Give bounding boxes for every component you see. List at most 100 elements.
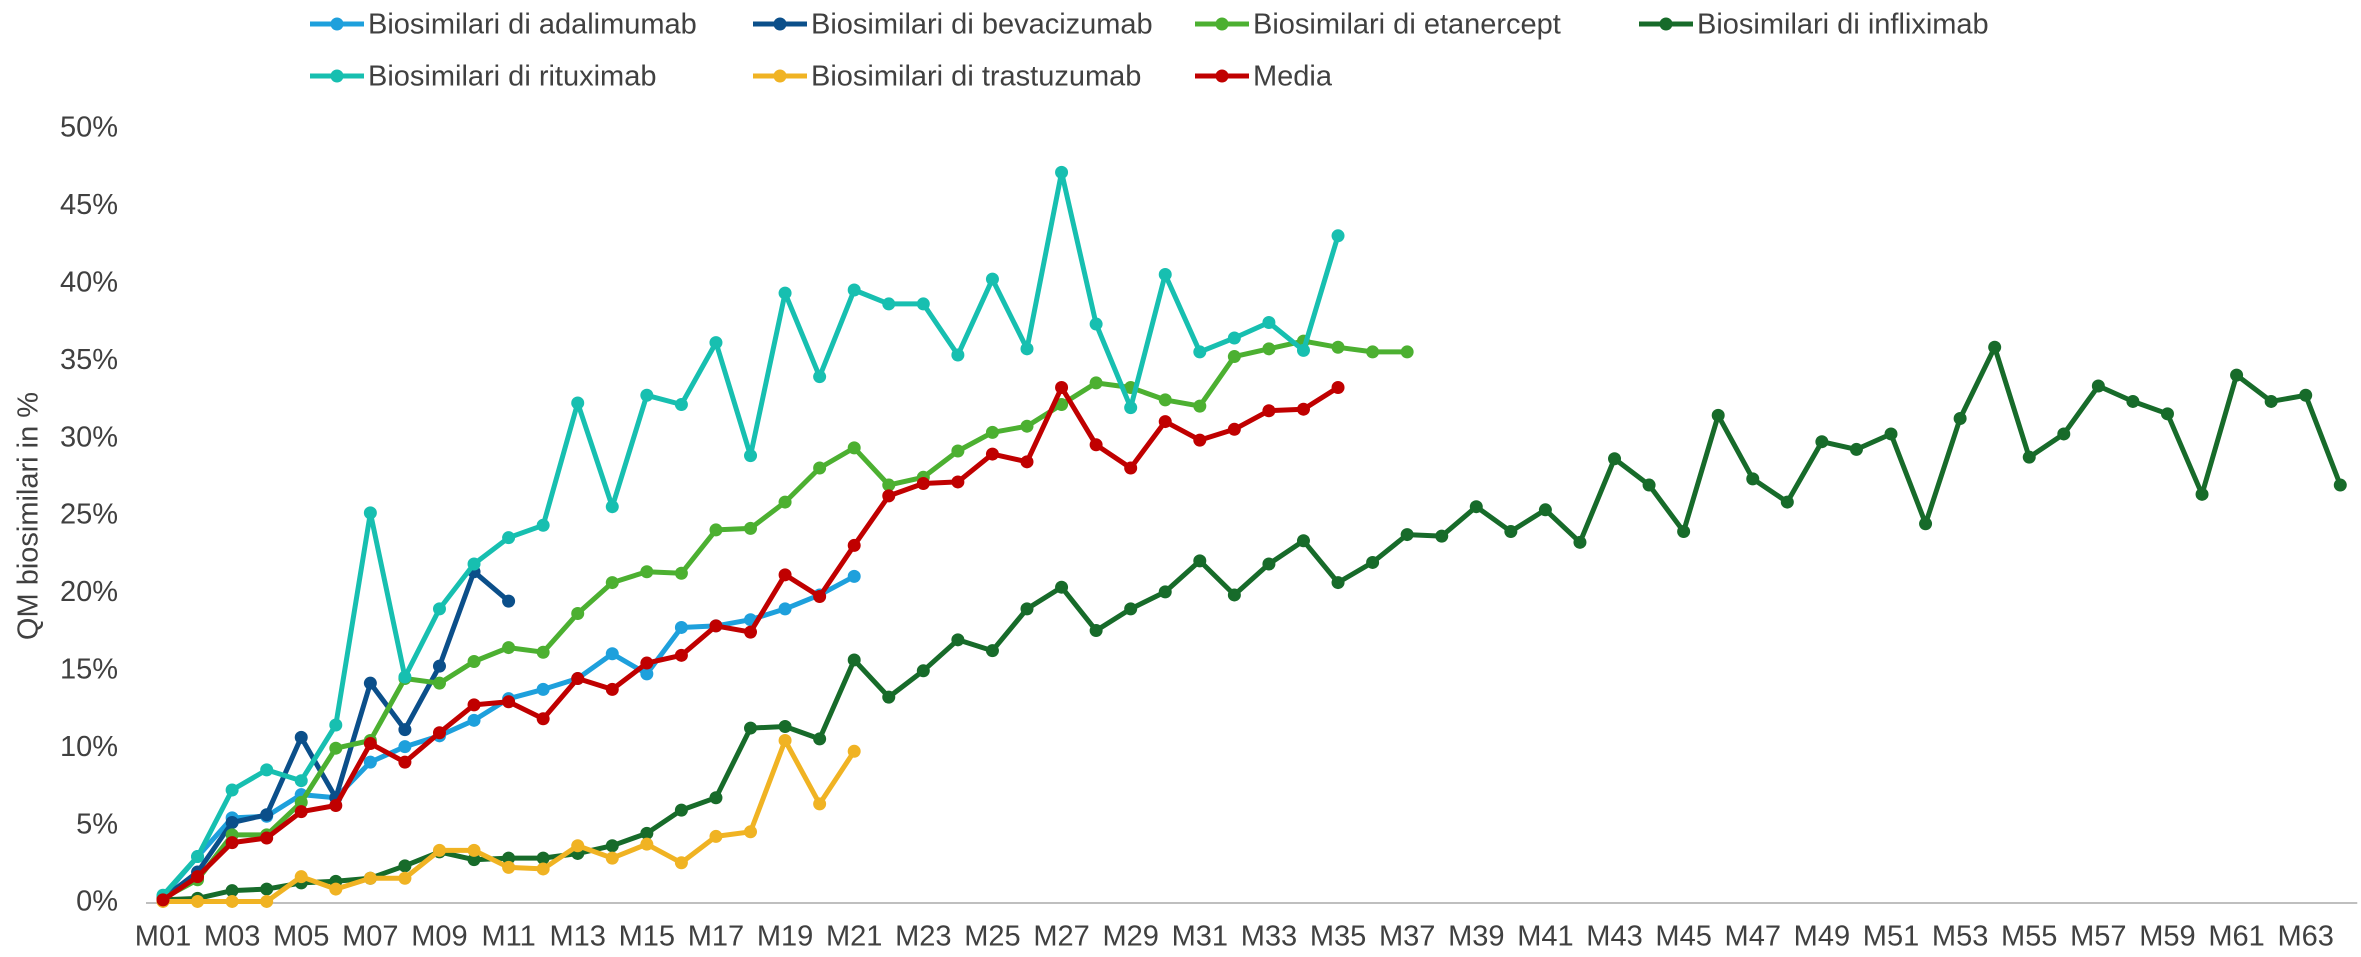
data-point [1020, 342, 1034, 356]
data-point [329, 718, 343, 732]
data-point [225, 836, 239, 850]
data-point [1331, 381, 1345, 395]
x-tick-label: M31 [1172, 921, 1228, 952]
data-point [225, 816, 239, 830]
data-point [640, 388, 654, 402]
data-point [191, 850, 205, 864]
y-tick-label: 10% [60, 731, 118, 763]
data-point [674, 803, 688, 817]
data-point [1158, 268, 1172, 282]
data-point [1331, 340, 1345, 354]
data-point [1089, 317, 1103, 331]
data-point [1435, 529, 1449, 543]
data-point [2126, 394, 2140, 408]
data-point [847, 538, 861, 552]
data-point [1296, 343, 1310, 357]
x-tick-label: M11 [481, 921, 535, 952]
x-tick-label: M55 [2001, 921, 2057, 952]
data-point [882, 297, 896, 311]
data-point [1262, 404, 1276, 418]
y-axis-label: QM biosimilari in % [13, 392, 45, 640]
data-point [1227, 331, 1241, 345]
data-point [1815, 435, 1829, 449]
data-point [260, 808, 274, 822]
data-point [467, 853, 481, 867]
y-tick-label: 25% [60, 499, 118, 531]
x-tick-label: M35 [1310, 921, 1366, 952]
data-point [1193, 399, 1207, 413]
data-point [1711, 408, 1725, 422]
data-point [1780, 495, 1794, 509]
legend-marker [773, 69, 787, 83]
data-point [640, 656, 654, 670]
x-tick-label: M53 [1932, 921, 1988, 952]
x-tick-label: M03 [204, 921, 260, 952]
x-tick-label: M05 [273, 921, 329, 952]
data-point [951, 475, 965, 489]
data-point [536, 862, 550, 876]
y-tick-label: 45% [60, 189, 118, 221]
data-point [225, 894, 239, 908]
legend-marker [330, 17, 344, 31]
data-point [398, 670, 412, 684]
data-point [1227, 422, 1241, 436]
y-tick-label: 5% [76, 808, 118, 840]
data-point [294, 795, 308, 809]
data-point [605, 839, 619, 853]
data-point [916, 297, 930, 311]
data-point [1504, 524, 1518, 538]
data-point [916, 476, 930, 490]
data-point [847, 744, 861, 758]
data-point [363, 871, 377, 885]
data-point [1953, 411, 1967, 425]
data-point [329, 798, 343, 812]
data-point [1089, 376, 1103, 390]
data-point [571, 839, 585, 853]
data-point [847, 569, 861, 583]
data-point [1124, 602, 1138, 616]
data-point [1366, 555, 1380, 569]
x-tick-label: M25 [964, 921, 1020, 952]
data-point [225, 884, 239, 898]
data-point [951, 633, 965, 647]
data-point [294, 805, 308, 819]
data-point [882, 478, 896, 492]
y-tick-label: 40% [60, 266, 118, 298]
data-point [778, 286, 792, 300]
data-point [813, 370, 827, 384]
legend-label: Biosimilari di rituximab [368, 61, 656, 93]
data-point [605, 576, 619, 590]
data-point [1469, 500, 1483, 514]
legend-marker [1215, 17, 1229, 31]
data-point [778, 495, 792, 509]
data-point [605, 851, 619, 865]
data-point [1055, 580, 1069, 594]
data-point [985, 644, 999, 658]
legend-marker [1215, 69, 1229, 83]
data-point [432, 659, 446, 673]
legend-marker [1659, 17, 1673, 31]
data-point [813, 797, 827, 811]
x-tick-label: M59 [2139, 921, 2195, 952]
x-tick-label: M23 [895, 921, 951, 952]
data-point [398, 859, 412, 873]
data-point [156, 893, 170, 907]
data-point [294, 730, 308, 744]
data-point [1331, 229, 1345, 243]
data-point [674, 566, 688, 580]
data-point [674, 398, 688, 412]
data-point [709, 523, 723, 537]
y-tick-label: 15% [60, 653, 118, 685]
legend-label: Biosimilari di bevacizumab [811, 9, 1153, 41]
data-point [605, 500, 619, 514]
x-tick-label: M01 [135, 921, 191, 952]
data-point [709, 619, 723, 633]
x-tick-label: M07 [342, 921, 398, 952]
data-point [813, 461, 827, 475]
data-point [1642, 478, 1656, 492]
data-point [744, 825, 758, 839]
x-tick-label: M49 [1794, 921, 1850, 952]
data-point [502, 851, 516, 865]
data-point [432, 676, 446, 690]
